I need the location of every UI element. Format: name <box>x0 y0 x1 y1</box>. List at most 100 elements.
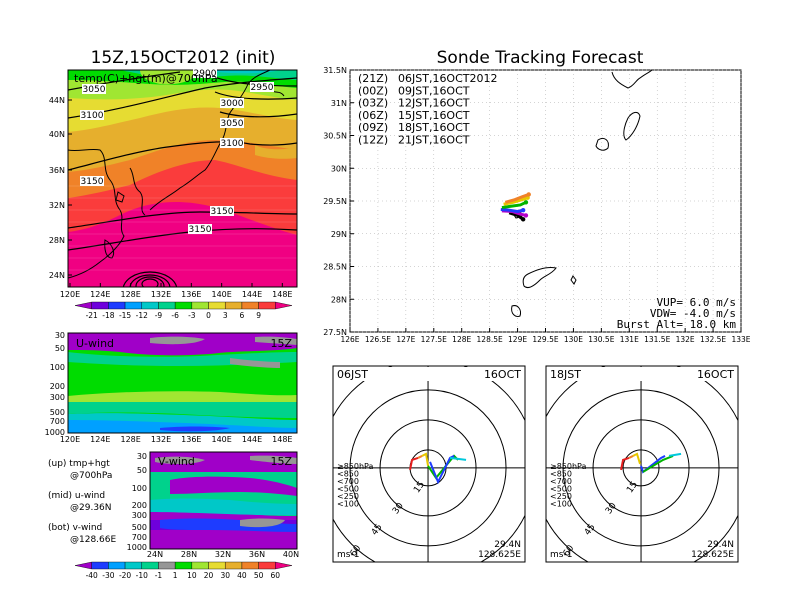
track-series-endpoint <box>520 207 526 213</box>
track-lat-tick-label: 29.5N <box>323 197 347 206</box>
track-lat-tick-label: 31.5N <box>323 66 347 75</box>
track-lat-tick-label: 30N <box>331 164 347 173</box>
lat-tick-label: 24N <box>49 271 65 280</box>
track-lat-tick-label: 29N <box>331 230 347 239</box>
panel-legend-notes: (up) tmp+hgt @700hPa (mid) u-wind @29.36N (b… <box>48 459 116 545</box>
colorbar-label: 6 <box>240 311 245 320</box>
track-lon-tick-label: 129E <box>508 335 527 344</box>
hodograph-header-bg <box>334 367 524 381</box>
track-lon-tick-label: 130.5E <box>588 335 614 344</box>
track-lon-tick-label: 126E <box>340 335 359 344</box>
hodograph-header-bg <box>547 367 737 381</box>
pressure-tick-label: 500 <box>132 523 147 532</box>
pressure-tick-label: 30 <box>55 331 65 340</box>
pressure-tick-label: 700 <box>50 417 65 426</box>
left-title: 15Z,15OCT2012 (init) <box>91 48 276 68</box>
hodograph-date: 16OCT <box>697 368 734 381</box>
wind-colorbar-label: 20 <box>204 571 214 580</box>
temperature-map: 3050 3100 3150 3150 3150 2900 2950 3000 3050 3100… <box>49 68 298 320</box>
lon-tick-label: 132E <box>151 290 171 299</box>
hodograph-level-label: <500 <box>337 485 359 494</box>
colorbar-swatch <box>191 301 209 310</box>
contour-label: 3100 <box>221 139 244 149</box>
pressure-tick-label: 200 <box>132 501 147 510</box>
colorbar-swatch <box>241 301 259 310</box>
contour-label: 2950 <box>251 83 274 93</box>
wind-colorbar-swatch <box>174 561 193 570</box>
hodograph-date: 16OCT <box>484 368 521 381</box>
track-lon-tick-label: 131.5E <box>644 335 670 344</box>
track-lat-tick-label: 30.5N <box>323 132 347 141</box>
track-lon-tick-label: 127E <box>396 335 415 344</box>
wind-colorbar-label: 60 <box>271 571 281 580</box>
track-series-line <box>503 196 529 206</box>
pressure-tick-label: 50 <box>55 344 65 353</box>
hodograph-level-label: <500 <box>550 485 572 494</box>
pressure-tick-label: 100 <box>132 484 147 493</box>
hodograph-trace <box>417 455 423 459</box>
colorbar-swatch <box>108 301 126 310</box>
top-map-label: temp(C)+hgt(m)@700hPa <box>74 72 218 85</box>
lon-tick-label: 136E <box>181 435 201 444</box>
colorbar-label: 3 <box>223 311 228 320</box>
track-lon-tick-label: 128E <box>452 335 471 344</box>
legend-note-value: @29.36N <box>70 503 112 513</box>
hodograph-unit: ms-1 <box>337 550 359 560</box>
hodograph-frame <box>332 365 526 563</box>
wind-colorbar-label: -30 <box>102 571 114 580</box>
wind-colorbar-swatch <box>158 561 176 570</box>
pressure-tick-label: 1000 <box>127 543 147 552</box>
legend-note-title: (up) tmp+hgt <box>48 459 110 469</box>
wind-colorbar-swatch <box>124 561 142 570</box>
hodograph-trace <box>449 456 467 461</box>
legend-note-title: (mid) u-wind <box>48 491 105 501</box>
track-lon-tick-label: 132.5E <box>700 335 726 344</box>
hodograph-trace <box>642 454 674 473</box>
colorbar-swatch <box>158 301 176 310</box>
lon-tick-label: 124E <box>90 435 110 444</box>
hodograph-lat: 29.4N <box>707 540 734 550</box>
contour-label-bg <box>250 82 274 92</box>
vdw-readout: VDW= -4.0 m/s <box>650 307 736 320</box>
hodograph-level-label: <100 <box>550 500 572 509</box>
colorbar-swatch <box>258 301 276 310</box>
lat-tick-label: 40N <box>283 550 299 559</box>
v-wind-time: 15Z <box>270 455 292 468</box>
wind-colorbar-label: 50 <box>254 571 264 580</box>
contour-label: 2900 <box>194 69 217 79</box>
lon-tick-label: 144E <box>242 290 262 299</box>
colorbar-label: -21 <box>86 311 98 320</box>
contour-label-bg <box>210 206 234 216</box>
colorbar-label: -12 <box>136 311 148 320</box>
pressure-tick-label: 500 <box>50 408 65 417</box>
track-series-line <box>504 193 530 204</box>
legend-note-value: @700hPa <box>70 471 112 481</box>
hodograph-trace <box>632 452 641 465</box>
lon-tick-label: 148E <box>272 435 292 444</box>
lon-tick-label: 144E <box>242 435 262 444</box>
track-series-line <box>508 211 525 221</box>
wind-colorbar-swatch <box>141 561 159 570</box>
contour-label-bg <box>188 224 212 234</box>
contour-label-bg <box>193 68 217 78</box>
wind-colorbar-label: -1 <box>155 571 163 580</box>
contour-label-bg <box>220 98 244 108</box>
hodograph-unit: ms-1 <box>550 550 572 560</box>
hodograph-trace <box>620 456 630 471</box>
hodograph-level-label: <850 <box>550 470 572 479</box>
wind-colorbar-label: 30 <box>220 571 230 580</box>
wind-colorbar-swatch <box>108 561 126 570</box>
hodograph-lon: 128.625E <box>691 550 734 560</box>
track-lat-tick-label: 31N <box>331 99 347 108</box>
pressure-tick-label: 100 <box>50 363 65 372</box>
track-series-line <box>501 200 527 210</box>
colorbar-swatch <box>174 301 193 310</box>
track-lon-tick-label: 126.5E <box>365 335 391 344</box>
colorbar-swatch <box>124 301 142 310</box>
track-lon-tick-label: 129.5E <box>532 335 558 344</box>
hodograph-level-label: ≥850hPa <box>550 462 587 471</box>
track-series-line <box>500 208 524 213</box>
contour-label: 3150 <box>81 177 104 187</box>
